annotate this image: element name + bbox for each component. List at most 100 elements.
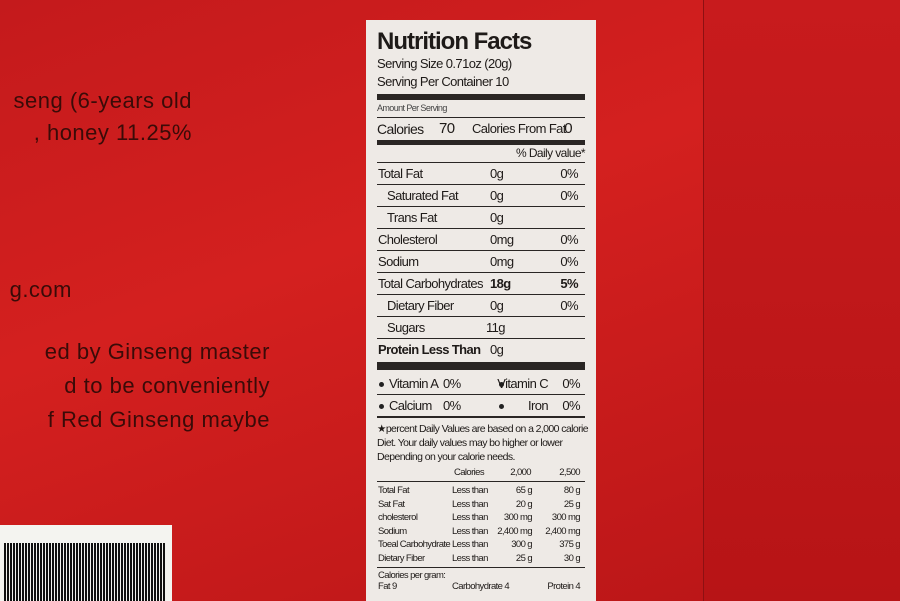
barcode (0, 525, 172, 601)
rule (377, 117, 585, 118)
bullet (379, 404, 384, 409)
barcode-bar (28, 543, 30, 601)
label-text: Total Carbohydrates (378, 276, 484, 292)
barcode-bar (19, 543, 21, 601)
label-text: Saturated Fat (387, 188, 459, 204)
label-text: 2,000 (510, 467, 531, 479)
package-text: seng (6-years old (13, 88, 192, 113)
barcode-bar (100, 543, 102, 601)
barcode-bar (88, 543, 90, 601)
barcode-bar (61, 543, 63, 601)
barcode-bar (163, 543, 165, 601)
label-text: 0% (443, 398, 461, 414)
label-text: Calories (377, 120, 424, 137)
label-text: 0g (490, 166, 504, 182)
barcode-bar (136, 543, 138, 601)
barcode-bar (157, 543, 159, 601)
barcode-bar (118, 543, 120, 601)
barcode-bar (37, 543, 39, 601)
barcode-bar (112, 543, 114, 601)
label-text: Trans Fat (387, 210, 437, 226)
label-text: 0% (443, 376, 461, 392)
label-text: Toeal Carbohydrate (378, 539, 451, 551)
label-text: % Daily value* (516, 145, 586, 160)
barcode-bar (4, 543, 6, 601)
label-text: Nutrition Facts (377, 27, 532, 55)
label-text: Sugars (387, 320, 425, 336)
barcode-bar (58, 543, 60, 601)
barcode-bar (67, 543, 69, 601)
label-text: Protein 4 (547, 581, 580, 593)
rule (377, 94, 585, 100)
rule (377, 206, 585, 207)
barcode-bar (148, 543, 150, 601)
barcode-bar (91, 543, 93, 601)
label-text: Fat 9 (378, 581, 397, 593)
label-text: Sodium (378, 254, 419, 270)
label-text: 0% (560, 166, 578, 182)
label-text: Amount Per Serving (377, 102, 447, 113)
rule (377, 250, 585, 251)
label-text: Total Fat (378, 166, 423, 182)
label-text: 375 g (559, 539, 580, 551)
label-text: 0 (564, 120, 572, 137)
barcode-bar (94, 543, 96, 601)
label-text: Serving Size 0.71oz (20g) (377, 56, 512, 72)
barcode-bar (10, 543, 12, 601)
package-text: g.com (9, 277, 72, 302)
rule (377, 184, 585, 185)
label-text: Carbohydrate 4 (452, 581, 510, 593)
label-text: Dietary Fiber (387, 298, 454, 314)
barcode-bar (97, 543, 99, 601)
barcode-bar (43, 543, 45, 601)
label-text: Calories (453, 467, 485, 479)
bullet (379, 382, 384, 387)
bullet (499, 382, 504, 387)
label-text: Protein Less Than (378, 342, 481, 358)
label-text: 0% (562, 398, 580, 414)
label-text: 20 g (515, 498, 533, 510)
barcode-bar (46, 543, 48, 601)
label-text: Vitamin A (389, 376, 439, 392)
label-text: 25 g (515, 552, 533, 564)
barcode-bar (31, 543, 33, 601)
barcode-bar (22, 543, 24, 601)
label-text: Total Fat (378, 485, 410, 497)
label-text: 0% (560, 232, 578, 248)
barcode-bar (52, 543, 54, 601)
label-text: 2,400 mg (497, 525, 532, 537)
barcode-bar (55, 543, 57, 601)
label-text: 0g (490, 210, 504, 226)
barcode-bar (154, 543, 156, 601)
barcode-bar (115, 543, 117, 601)
label-text: Calories From Fat (472, 121, 566, 137)
barcode-bar (73, 543, 75, 601)
barcode-bar (151, 543, 153, 601)
label-text: 18g (490, 276, 511, 292)
barcode-bar (85, 543, 87, 601)
label-text: Less than (452, 525, 488, 537)
barcode-bar (16, 543, 18, 601)
label-text: 2,400 mg (545, 525, 580, 537)
label-text: 2,500 (559, 467, 580, 479)
barcode-bar (64, 543, 66, 601)
label-text: 0% (560, 188, 578, 204)
label-text: Iron (527, 398, 549, 414)
barcode-bar (121, 543, 123, 601)
barcode-bar (40, 543, 42, 601)
rule (377, 272, 585, 273)
rule (377, 567, 585, 568)
barcode-bar (13, 543, 15, 601)
label-text: 80 g (563, 485, 581, 497)
package-text: d to be conveniently (64, 373, 270, 398)
bullet (499, 404, 504, 409)
rule (377, 294, 585, 295)
label-text: 0g (490, 298, 504, 314)
label-text: 0% (562, 376, 580, 392)
label-text: 5% (560, 276, 578, 292)
barcode-bar (130, 543, 132, 601)
label-text: Sat Fat (378, 498, 405, 510)
package-text: ed by Ginseng master (44, 339, 270, 364)
package-text: , honey 11.25% (33, 120, 192, 145)
